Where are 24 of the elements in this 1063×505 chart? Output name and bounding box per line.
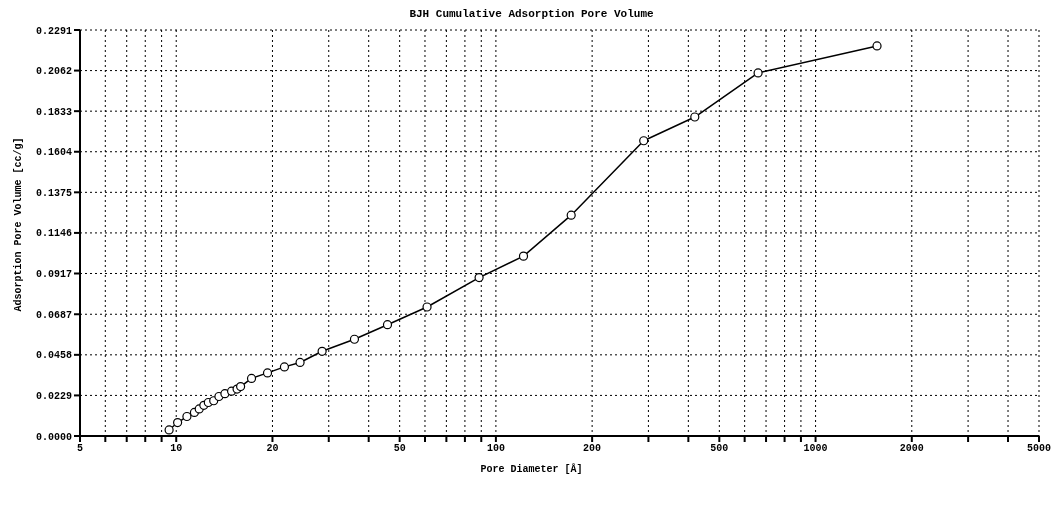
x-tick-label: 10 [170, 443, 183, 455]
x-tick-label: 5000 [1026, 443, 1052, 455]
x-tick-label: 1000 [803, 443, 828, 455]
y-tick-label: 0.0917 [35, 269, 72, 281]
x-tick-label: 100 [486, 443, 505, 455]
y-tick-label: 0.0458 [35, 350, 72, 362]
x-tick-label: 2000 [899, 443, 924, 455]
chart-title: BJH Cumulative Adsorption Pore Volume [408, 8, 655, 22]
y-tick-label: 0.1146 [35, 228, 72, 240]
x-tick-label: 200 [583, 443, 602, 455]
x-tick-label: 500 [710, 443, 729, 455]
y-tick-label: 0.1604 [35, 147, 72, 159]
y-tick-label: 0.0229 [35, 390, 72, 402]
y-tick-label: 0.2062 [35, 66, 72, 78]
y-tick-label: 0.2291 [35, 25, 72, 37]
y-tick-label: 0.0687 [35, 309, 72, 321]
y-axis-title: Adsorption Pore Volume [cc/g] [12, 136, 24, 312]
x-tick-label: 50 [393, 443, 406, 455]
y-tick-label: 0.1375 [35, 187, 72, 199]
y-tick-label: 0.0000 [35, 431, 72, 443]
y-tick-label: 0.1833 [35, 106, 72, 118]
x-tick-label: 5 [76, 443, 84, 455]
x-axis-title: Pore Diameter [Å] [479, 464, 584, 475]
x-tick-label: 20 [266, 443, 279, 455]
